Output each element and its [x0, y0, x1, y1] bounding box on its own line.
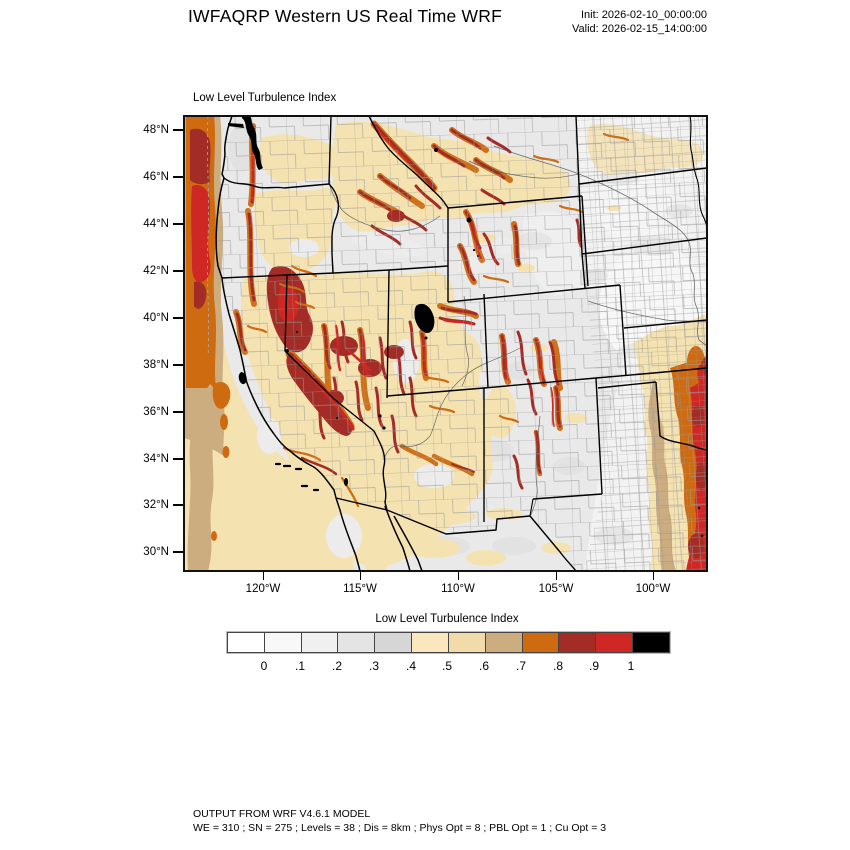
colorbar-cell: [484, 633, 522, 652]
lon-label: 120°W: [245, 583, 281, 595]
lat-tick: [173, 176, 183, 178]
coastline: [215, 116, 423, 571]
colorbar-cell: [337, 633, 375, 652]
lat-label: 30°N: [143, 546, 169, 558]
field-offshore-ca: [187, 381, 231, 571]
lat-axis-row: 34°N: [118, 452, 183, 466]
lat-tick: [173, 364, 183, 366]
lat-tick: [173, 270, 183, 272]
lon-label: 100°W: [635, 583, 671, 595]
lat-tick: [173, 223, 183, 225]
colorbar-cell: [595, 633, 633, 652]
footer-line-2: WE = 310 ; SN = 275 ; Levels = 38 ; Dis …: [193, 821, 607, 834]
lat-label: 34°N: [143, 453, 169, 465]
colorbar-tick: .3: [368, 659, 379, 673]
lat-label: 32°N: [143, 499, 169, 511]
salton-sea: [344, 478, 348, 486]
colorbar-tick: .4: [405, 659, 416, 673]
colorbar: [226, 631, 671, 654]
water-bodies: [228, 116, 472, 492]
lat-tick: [173, 551, 183, 553]
lat-tick: [173, 504, 183, 506]
run-info: Init: 2026-02-10_00:00:00 Valid: 2026-02…: [460, 8, 707, 36]
lon-label: 105°W: [538, 583, 574, 595]
lat-label: 48°N: [143, 124, 169, 136]
lat-label: 40°N: [143, 312, 169, 324]
state-borders: [221, 116, 707, 571]
lat-axis-row: 30°N: [118, 545, 183, 559]
colorbar-cell: [263, 633, 301, 652]
lat-axis-row: 36°N: [118, 405, 183, 419]
colorbar-tick: 0: [260, 659, 268, 673]
lat-label: 42°N: [143, 265, 169, 277]
colorbar-tick: .5: [441, 659, 452, 673]
lat-label: 44°N: [143, 218, 169, 230]
colorbar-title: Low Level Turbulence Index: [375, 613, 519, 625]
lat-label: 36°N: [143, 406, 169, 418]
lat-label: 46°N: [143, 171, 169, 183]
lon-tick: [653, 571, 655, 580]
lon-tick: [458, 571, 460, 580]
lon-tick: [556, 571, 558, 580]
channel-islands: [274, 462, 320, 492]
colorbar-tick: .6: [478, 659, 489, 673]
lat-axis-row: 42°N: [118, 264, 183, 278]
init-time: Init: 2026-02-10_00:00:00: [581, 9, 707, 21]
colorbar-tick: 1: [627, 659, 635, 673]
colorbar-cell: [228, 633, 264, 652]
lat-axis-row: 32°N: [118, 498, 183, 512]
field-offshore-band: [184, 116, 225, 456]
puget-sound: [242, 116, 263, 170]
colorbar-tick: .7: [515, 659, 526, 673]
colorbar-tick: .1: [294, 659, 305, 673]
wrf-map-svg: [184, 116, 707, 571]
colorbar-tick: .8: [552, 659, 563, 673]
lon-tick: [360, 571, 362, 580]
colorbar-cell: [447, 633, 485, 652]
flathead-lake: [434, 148, 438, 152]
footer-line-1: OUTPUT FROM WRF V4.6.1 MODEL: [193, 808, 371, 820]
lat-tick: [173, 411, 183, 413]
valid-time: Valid: 2026-02-15_14:00:00: [572, 23, 707, 35]
lat-label: 38°N: [143, 359, 169, 371]
lon-label: 115°W: [343, 583, 377, 595]
yellowstone-lake: [466, 217, 472, 223]
lat-tick: [173, 129, 183, 131]
colorbar-tick-labels: 0 .1 .2 .3 .4 .5 .6 .7 .8 .9 1: [227, 659, 668, 675]
colorbar-cell: [558, 633, 596, 652]
colorbar-cell: [521, 633, 559, 652]
lat-tick: [173, 317, 183, 319]
model-config-footer: OUTPUT FROM WRF V4.6.1 MODEL WE = 310 ; …: [193, 808, 606, 835]
colorbar-tick: .9: [588, 659, 599, 673]
page-title: IWFAQRP Western US Real Time WRF: [188, 6, 502, 26]
sf-bay: [238, 372, 247, 385]
lat-axis-row: 48°N: [118, 123, 183, 137]
turbulence-map: [183, 115, 708, 572]
colorbar-tick: .2: [331, 659, 342, 673]
colorbar-cell: [632, 633, 669, 652]
lat-axis-row: 40°N: [118, 311, 183, 325]
lon-tick: [263, 571, 265, 580]
lat-axis-row: 38°N: [118, 358, 183, 372]
great-salt-lake: [414, 303, 435, 334]
lat-axis-row: 44°N: [118, 217, 183, 231]
colorbar-cell: [300, 633, 338, 652]
lon-label: 110°W: [441, 583, 475, 595]
map-panel-title: Low Level Turbulence Index: [193, 92, 337, 104]
colorbar-cell: [374, 633, 412, 652]
lake-tahoe: [285, 349, 289, 353]
lat-tick: [173, 458, 183, 460]
colorbar-cell: [411, 633, 448, 652]
lat-axis-row: 46°N: [118, 170, 183, 184]
